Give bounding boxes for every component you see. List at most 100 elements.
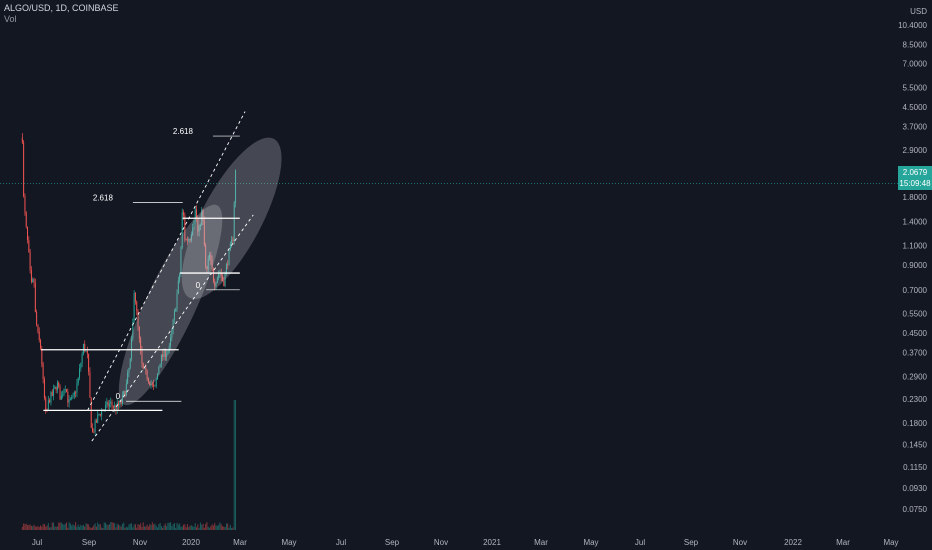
volume-bar [186, 524, 188, 530]
candle-body [72, 395, 74, 397]
candle-body [134, 293, 136, 302]
candle-body [132, 322, 134, 339]
volume-bar [23, 523, 25, 530]
candle-body [176, 293, 178, 309]
candle-body [66, 389, 68, 392]
volume-bar [55, 526, 57, 530]
volume-bar [120, 526, 122, 530]
fib-label: 2.618 [173, 127, 194, 136]
x-tick-label: 2022 [784, 538, 802, 547]
volume-bar [53, 522, 55, 530]
volume-bar [214, 522, 216, 530]
candle-body [232, 239, 234, 241]
candle-body [209, 254, 211, 259]
candle-body [188, 239, 190, 241]
volume-bar [98, 524, 100, 530]
volume-bar [75, 522, 77, 530]
volume-bar [133, 524, 135, 530]
candle-body [106, 401, 108, 405]
candle-body [105, 404, 107, 410]
volume-bar [110, 522, 112, 530]
volume-bar [193, 526, 195, 530]
candle-body [172, 319, 174, 331]
volume-bar [121, 523, 123, 530]
volume-bar [47, 523, 49, 530]
volume-bar [116, 523, 118, 530]
volume-bar [184, 524, 186, 530]
volume-bar [196, 527, 198, 530]
candle-body [60, 395, 62, 400]
volume-bar [197, 524, 199, 530]
volume-bar [136, 527, 138, 530]
candle-body [33, 279, 35, 283]
candle-body [131, 338, 133, 359]
volume-bar [176, 522, 178, 530]
x-tick-label: Mar [534, 538, 548, 547]
volume-bar [212, 525, 214, 530]
y-tick-label: 4.5000 [903, 103, 928, 112]
y-tick-label: 0.2300 [903, 395, 928, 404]
candle-body [28, 240, 30, 253]
volume-bar [162, 527, 164, 530]
y-tick-label: 0.0750 [903, 505, 928, 514]
candle-body [145, 368, 147, 370]
candle-body [25, 212, 27, 227]
candle-body [140, 338, 142, 351]
candle-body [186, 239, 188, 241]
candle-body [56, 382, 58, 391]
candle-body [136, 301, 138, 311]
candle-body [228, 249, 230, 265]
y-tick-label: 0.4500 [903, 329, 928, 338]
candle-body [196, 209, 198, 219]
volume-bar [29, 524, 31, 530]
candle-body [147, 378, 149, 382]
volume-bar [41, 526, 43, 530]
volume-bar [137, 524, 139, 530]
x-tick-label: Mar [233, 538, 247, 547]
candle-body [69, 399, 71, 400]
volume-bar [150, 524, 152, 530]
volume-bar [68, 522, 70, 530]
candle-body [107, 401, 109, 407]
candle-body [168, 346, 170, 352]
volume-bar [151, 522, 153, 530]
volume-bar [223, 526, 225, 530]
candle-body [54, 386, 56, 389]
candle-body [42, 364, 44, 379]
x-tick-label: May [883, 538, 898, 547]
candle-body [27, 226, 29, 241]
y-tick-label: 5.5000 [903, 83, 928, 92]
volume-bar [123, 522, 125, 530]
candle-body [212, 268, 214, 282]
candle-body [185, 239, 187, 241]
volume-bar [134, 524, 136, 530]
current-price-value: 2.0679 [902, 168, 928, 177]
candle-body [214, 281, 216, 287]
volume-bar [153, 524, 155, 530]
volume-bar [131, 523, 133, 530]
candle-body [151, 383, 153, 385]
volume-bar [90, 527, 92, 530]
volume-bar [103, 522, 105, 530]
candle-body [89, 371, 91, 398]
volume-bar [179, 523, 181, 530]
candle-body [162, 354, 164, 358]
volume-bar [79, 526, 81, 530]
candle-body [32, 279, 34, 282]
candle-body [112, 405, 114, 408]
candle-body [37, 324, 39, 332]
x-tick-label: Nov [733, 538, 747, 547]
volume-bar [50, 527, 52, 530]
candle-body [137, 310, 139, 327]
candle-body [68, 399, 70, 403]
volume-legend: Vol [4, 14, 17, 24]
candle-body [157, 373, 159, 380]
volume-bar [140, 523, 142, 530]
candle-body [166, 353, 168, 357]
volume-bar [220, 524, 222, 530]
volume-bar [203, 527, 205, 530]
candle-body [71, 396, 73, 400]
candle-body [97, 414, 99, 423]
volume-bar [227, 523, 229, 530]
